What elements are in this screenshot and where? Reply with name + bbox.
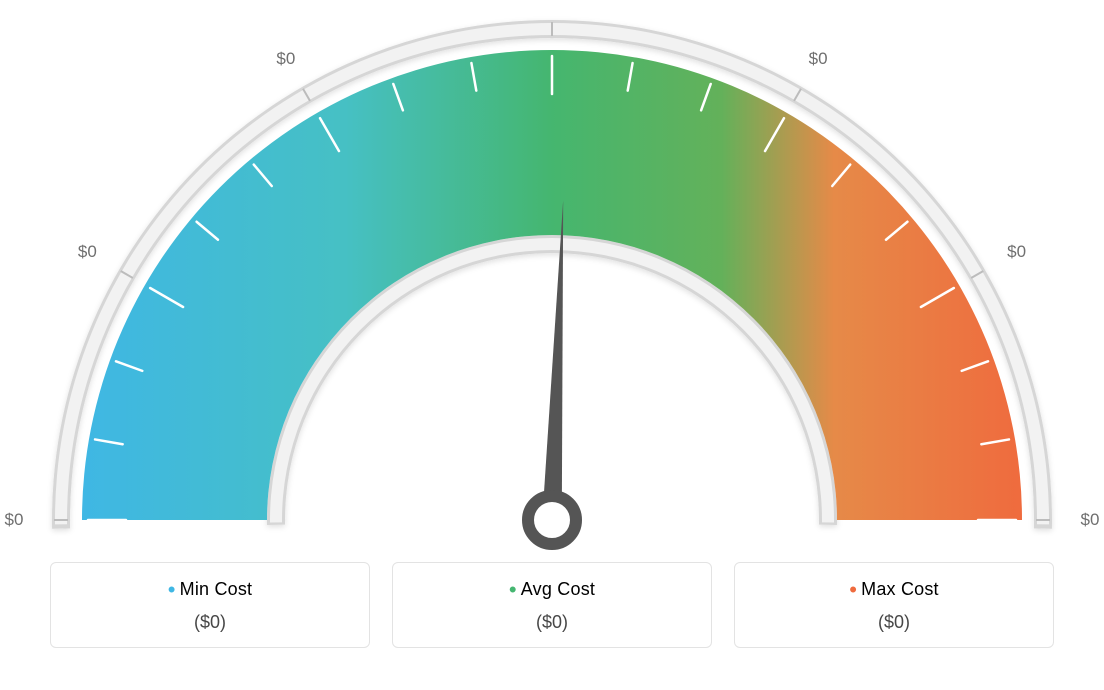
legend-value-max: ($0) xyxy=(745,612,1043,633)
cost-gauge-container: $0$0$0$0$0$0$0 •Min Cost ($0) •Avg Cost … xyxy=(0,0,1104,690)
gauge-tick-label: $0 xyxy=(1007,242,1026,262)
gauge-tick-label: $0 xyxy=(5,510,24,530)
legend-label-min: •Min Cost xyxy=(61,579,359,600)
gauge-tick-label: $0 xyxy=(543,0,562,3)
legend-label-avg: •Avg Cost xyxy=(403,579,701,600)
gauge-tick-label: $0 xyxy=(78,242,97,262)
dot-icon: • xyxy=(849,577,857,602)
gauge-chart: $0 $0 $0 $0 $0 $0 $0 xyxy=(0,0,1104,560)
gauge-tick-label: $0 xyxy=(276,49,295,69)
legend-value-avg: ($0) xyxy=(403,612,701,633)
legend-card-min: •Min Cost ($0) xyxy=(50,562,370,648)
legend-label-max: •Max Cost xyxy=(745,579,1043,600)
legend-row: •Min Cost ($0) •Avg Cost ($0) •Max Cost … xyxy=(50,562,1054,648)
legend-card-avg: •Avg Cost ($0) xyxy=(392,562,712,648)
legend-label-text: Min Cost xyxy=(180,579,253,599)
legend-card-max: •Max Cost ($0) xyxy=(734,562,1054,648)
legend-label-text: Avg Cost xyxy=(521,579,595,599)
gauge-tick-label: $0 xyxy=(1081,510,1100,530)
dot-icon: • xyxy=(509,577,517,602)
legend-label-text: Max Cost xyxy=(861,579,939,599)
dot-icon: • xyxy=(168,577,176,602)
gauge-tick-label: $0 xyxy=(809,49,828,69)
legend-value-min: ($0) xyxy=(61,612,359,633)
